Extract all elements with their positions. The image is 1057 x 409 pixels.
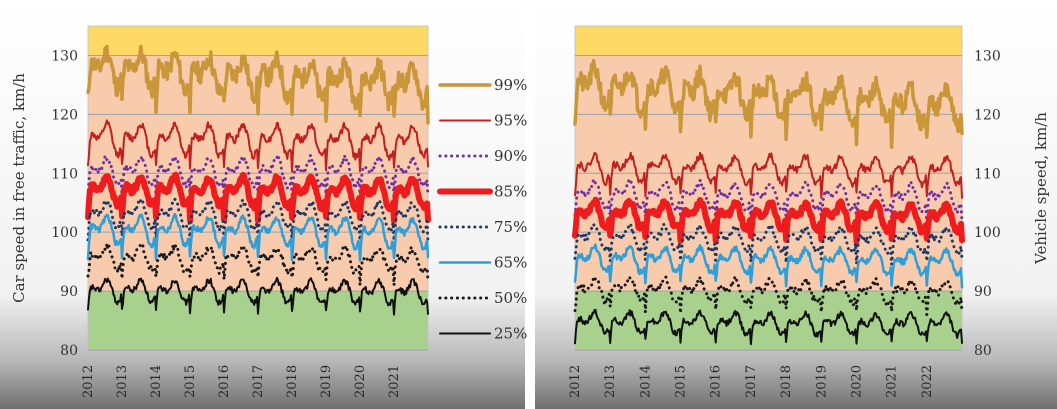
right-series-25pct-line [574, 308, 963, 346]
right-xtick-label: 2018 [779, 365, 794, 398]
left-xtick-label: 2017 [251, 365, 266, 398]
right-xtick-label: 2013 [603, 365, 618, 398]
left-series-99pct-line [86, 44, 430, 125]
right-ytick-label: 80 [974, 343, 992, 359]
left-xtick-label: 2012 [81, 365, 96, 398]
right-series-85pct-line [572, 196, 965, 245]
left-ytick-label: 120 [51, 107, 78, 123]
left-ytick-label: 80 [60, 343, 78, 359]
left-xtick-label: 2018 [285, 365, 300, 398]
right-xtick-label: 2019 [814, 365, 829, 398]
left-xtick-label: 2020 [353, 365, 368, 398]
left-ytick-label: 90 [60, 284, 78, 300]
legend-label-99pct: 99% [494, 76, 527, 94]
right-series-95pct-line [574, 151, 963, 199]
right-xtick-label: 2017 [744, 365, 759, 398]
legend: 99% 95% 90% 85% 75% 65% 50% 25% [437, 76, 527, 343]
right-ytick-label: 130 [974, 48, 1001, 64]
legend-label-75pct: 75% [494, 218, 527, 236]
right-series-75pct-line [573, 222, 964, 266]
right-ytick-label: 110 [974, 166, 1001, 182]
legend-label-85pct: 85% [494, 183, 527, 201]
right-xtick-label: 2020 [849, 365, 864, 398]
legend-label-25pct: 25% [494, 325, 527, 343]
right-xtick-label: 2022 [920, 365, 935, 398]
left-series-25pct-line [87, 276, 429, 316]
left-ytick-label: 130 [51, 48, 78, 64]
left-ytick-label: 110 [51, 166, 78, 182]
left-xtick-label: 2015 [183, 365, 198, 398]
legend-label-90pct: 90% [494, 147, 527, 165]
right-xtick-label: 2012 [568, 365, 583, 398]
left-xtick-label: 2021 [387, 365, 402, 398]
left-xtick-label: 2019 [319, 365, 334, 398]
right-chart: 80 90 100 110 120 130 Vehicle speed, km/h 2012 2… [568, 25, 1050, 398]
right-y-axis-title: Vehicle speed, km/h [1032, 112, 1050, 265]
left-xtick-label: 2013 [115, 365, 130, 398]
right-band-2 [575, 26, 962, 56]
legend-label-50pct: 50% [494, 289, 527, 307]
right-xtick-label: 2016 [709, 365, 724, 398]
right-xtick-label: 2021 [885, 365, 900, 398]
left-series-85pct-line [85, 171, 431, 224]
left-xtick-label: 2016 [217, 365, 232, 398]
right-series-99pct-line [573, 58, 964, 149]
left-series-95pct-line [87, 119, 429, 173]
left-chart: 80 90 100 110 120 130 Car speed in free traffi… [10, 25, 431, 398]
right-xtick-label: 2015 [674, 365, 689, 398]
left-y-axis-title: Car speed in free traffic, km/h [10, 73, 28, 303]
right-ytick-label: 100 [974, 225, 1001, 241]
right-band-0 [575, 291, 962, 350]
right-series-50pct-line [573, 275, 964, 317]
right-ytick-label: 90 [974, 284, 992, 300]
right-series-65pct-line [573, 243, 964, 289]
left-ytick-label: 100 [51, 225, 78, 241]
legend-label-65pct: 65% [494, 254, 527, 272]
left-xtick-label: 2014 [149, 365, 164, 398]
right-xtick-label: 2014 [638, 365, 653, 398]
left-band-2 [88, 26, 428, 56]
right-ytick-label: 120 [974, 107, 1001, 123]
legend-label-95pct: 95% [494, 112, 527, 130]
left-series-65pct-line [86, 212, 430, 262]
right-series-90pct-line [573, 177, 964, 225]
